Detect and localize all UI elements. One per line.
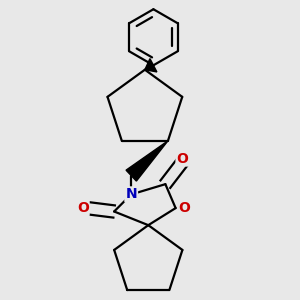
Text: O: O <box>77 201 88 215</box>
Text: N: N <box>125 188 137 201</box>
Text: O: O <box>176 152 188 166</box>
Polygon shape <box>145 58 157 72</box>
Polygon shape <box>126 141 168 181</box>
Text: O: O <box>178 201 190 215</box>
